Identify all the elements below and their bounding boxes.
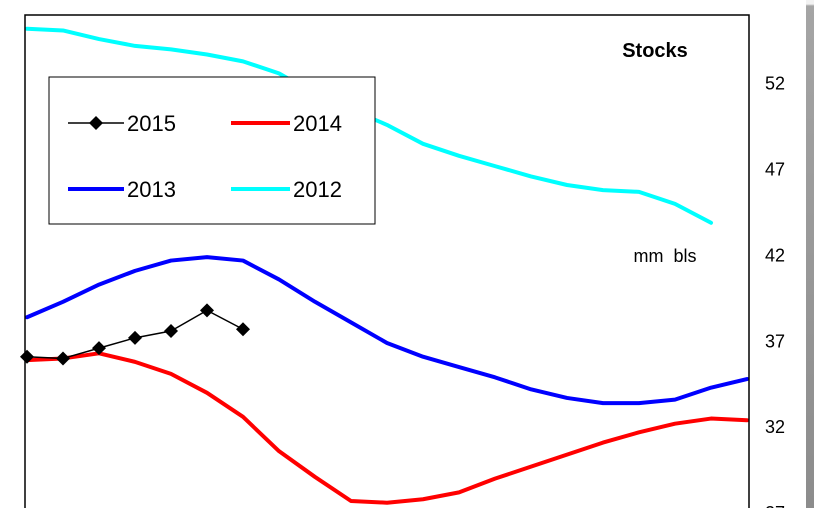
y-tick-label: 42 <box>765 245 785 265</box>
legend-label-2015: 2015 <box>127 111 176 136</box>
plot-area-border <box>24 14 750 513</box>
legend-label-2014: 2014 <box>293 111 342 136</box>
series-2015-marker <box>200 303 214 318</box>
unit-label: mm bls <box>634 246 697 266</box>
series-2015-marker <box>56 351 70 366</box>
legend: 2015 2014 2013 2012 <box>48 76 376 225</box>
series-2015-marker <box>236 322 250 337</box>
series-line-2013 <box>25 255 749 406</box>
y-tick-label: 32 <box>765 417 785 437</box>
series-2015-marker <box>20 349 34 364</box>
legend-marker-2015 <box>89 116 103 130</box>
legend-label-2012: 2012 <box>293 177 342 202</box>
series-line-2014 <box>25 351 749 505</box>
legend-label-2013: 2013 <box>127 177 176 202</box>
y-tick-label: 37 <box>765 331 785 351</box>
legend-box <box>48 76 376 225</box>
series-2015-marker <box>164 323 178 338</box>
chart-title: Stocks <box>622 40 688 62</box>
y-tick-label: 52 <box>765 74 785 94</box>
right-edge-scrollbar <box>806 0 814 508</box>
series-2015-marker <box>128 330 142 345</box>
y-tick-label: 27 <box>765 503 785 508</box>
y-tick-label: 47 <box>765 160 785 180</box>
series-2015-marker <box>92 341 106 356</box>
